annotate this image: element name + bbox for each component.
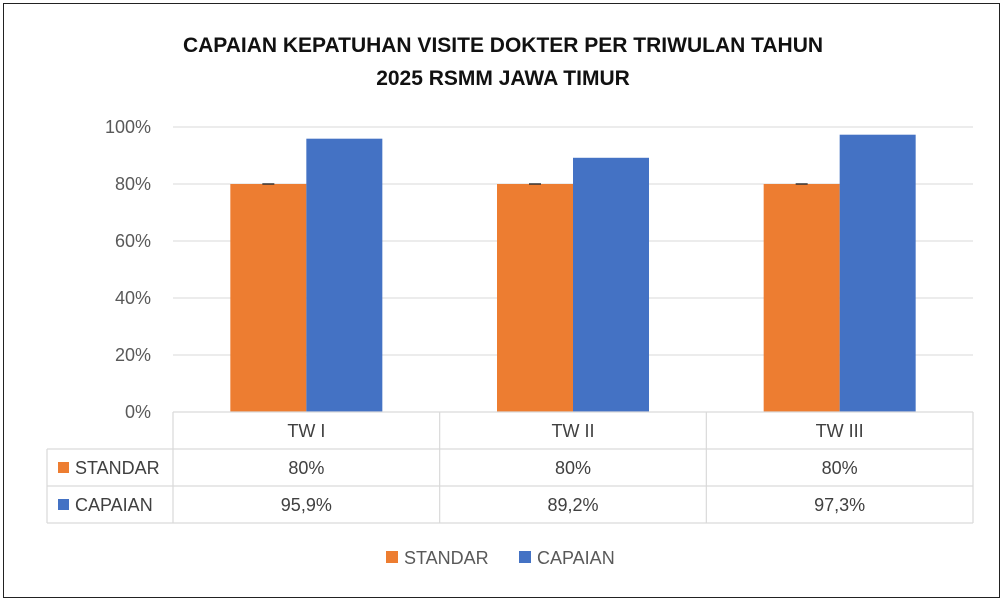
table-value-capaian: 97,3% [814, 495, 865, 515]
table-value-standar: 80% [822, 458, 858, 478]
bars [230, 134, 916, 412]
table-value-capaian: 95,9% [281, 495, 332, 515]
table-legend-key [58, 462, 69, 473]
legend-label: STANDAR [404, 548, 489, 568]
data-table: TW I 80% 95,9% TW II 80% 89,2% TW III 80% 97,3% S… [46, 411, 974, 524]
table-row-label: CAPAIAN [75, 495, 153, 515]
bar-standar-3 [763, 184, 840, 412]
table-value-standar: 80% [288, 458, 324, 478]
table-legend-key [58, 499, 69, 510]
table-value-standar: 80% [555, 458, 591, 478]
bar-capaian-1 [306, 138, 383, 412]
y-tick-label: 0% [125, 402, 151, 422]
legend-swatch [519, 551, 531, 563]
legend-swatch [386, 551, 398, 563]
y-tick-label: 100% [105, 117, 151, 137]
table-row-label: STANDAR [75, 458, 160, 478]
x-category-label: TW I [287, 421, 325, 441]
table-value-capaian: 89,2% [547, 495, 598, 515]
chart-title-line-2: 2025 RSMM JAWA TIMUR [376, 67, 630, 90]
legend-label: CAPAIAN [537, 548, 615, 568]
bar-capaian-3 [839, 134, 916, 412]
bar-standar-1 [230, 184, 307, 412]
y-tick-label: 80% [115, 174, 151, 194]
y-tick-label: 60% [115, 231, 151, 251]
y-tick-label: 20% [115, 345, 151, 365]
x-category-label: TW III [816, 421, 864, 441]
bar-standar-2 [497, 184, 573, 412]
x-category-label: TW II [552, 421, 595, 441]
chart-title-line-1: CAPAIAN KEPATUHAN VISITE DOKTER PER TRIW… [183, 34, 823, 57]
bar-capaian-2 [573, 157, 649, 412]
y-axis-ticks: 0% 20% 40% 60% 80% 100% [105, 117, 151, 422]
y-tick-label: 40% [115, 288, 151, 308]
legend: STANDAR CAPAIAN [386, 548, 615, 568]
